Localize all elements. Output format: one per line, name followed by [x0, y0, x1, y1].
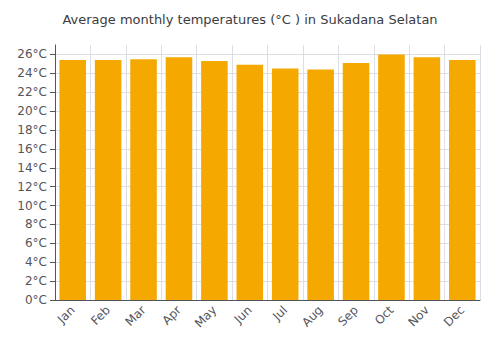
svg-text:Jul: Jul: [269, 303, 290, 324]
svg-text:Feb: Feb: [88, 303, 113, 328]
svg-text:0°C: 0°C: [25, 293, 47, 307]
svg-text:Aug: Aug: [299, 303, 325, 329]
svg-text:6°C: 6°C: [25, 236, 47, 250]
svg-text:22°C: 22°C: [17, 85, 47, 99]
svg-text:Jun: Jun: [231, 303, 255, 327]
svg-text:18°C: 18°C: [17, 123, 47, 137]
svg-text:Jan: Jan: [54, 303, 78, 327]
svg-text:May: May: [192, 303, 219, 330]
svg-text:10°C: 10°C: [17, 199, 47, 213]
svg-text:12°C: 12°C: [17, 180, 47, 194]
svg-text:Nov: Nov: [405, 303, 431, 329]
svg-text:Average monthly temperatures (: Average monthly temperatures (°C ) in Su…: [62, 12, 437, 27]
svg-text:8°C: 8°C: [25, 217, 47, 231]
svg-text:16°C: 16°C: [17, 142, 47, 156]
svg-text:26°C: 26°C: [17, 47, 47, 61]
svg-text:14°C: 14°C: [17, 161, 47, 175]
svg-text:4°C: 4°C: [25, 255, 47, 269]
svg-text:24°C: 24°C: [17, 66, 47, 80]
svg-text:Sep: Sep: [335, 303, 361, 329]
svg-text:Apr: Apr: [159, 303, 184, 328]
svg-text:Oct: Oct: [372, 303, 397, 328]
svg-text:20°C: 20°C: [17, 104, 47, 118]
svg-text:2°C: 2°C: [25, 274, 47, 288]
svg-text:Dec: Dec: [441, 303, 467, 329]
svg-text:Mar: Mar: [123, 303, 149, 329]
